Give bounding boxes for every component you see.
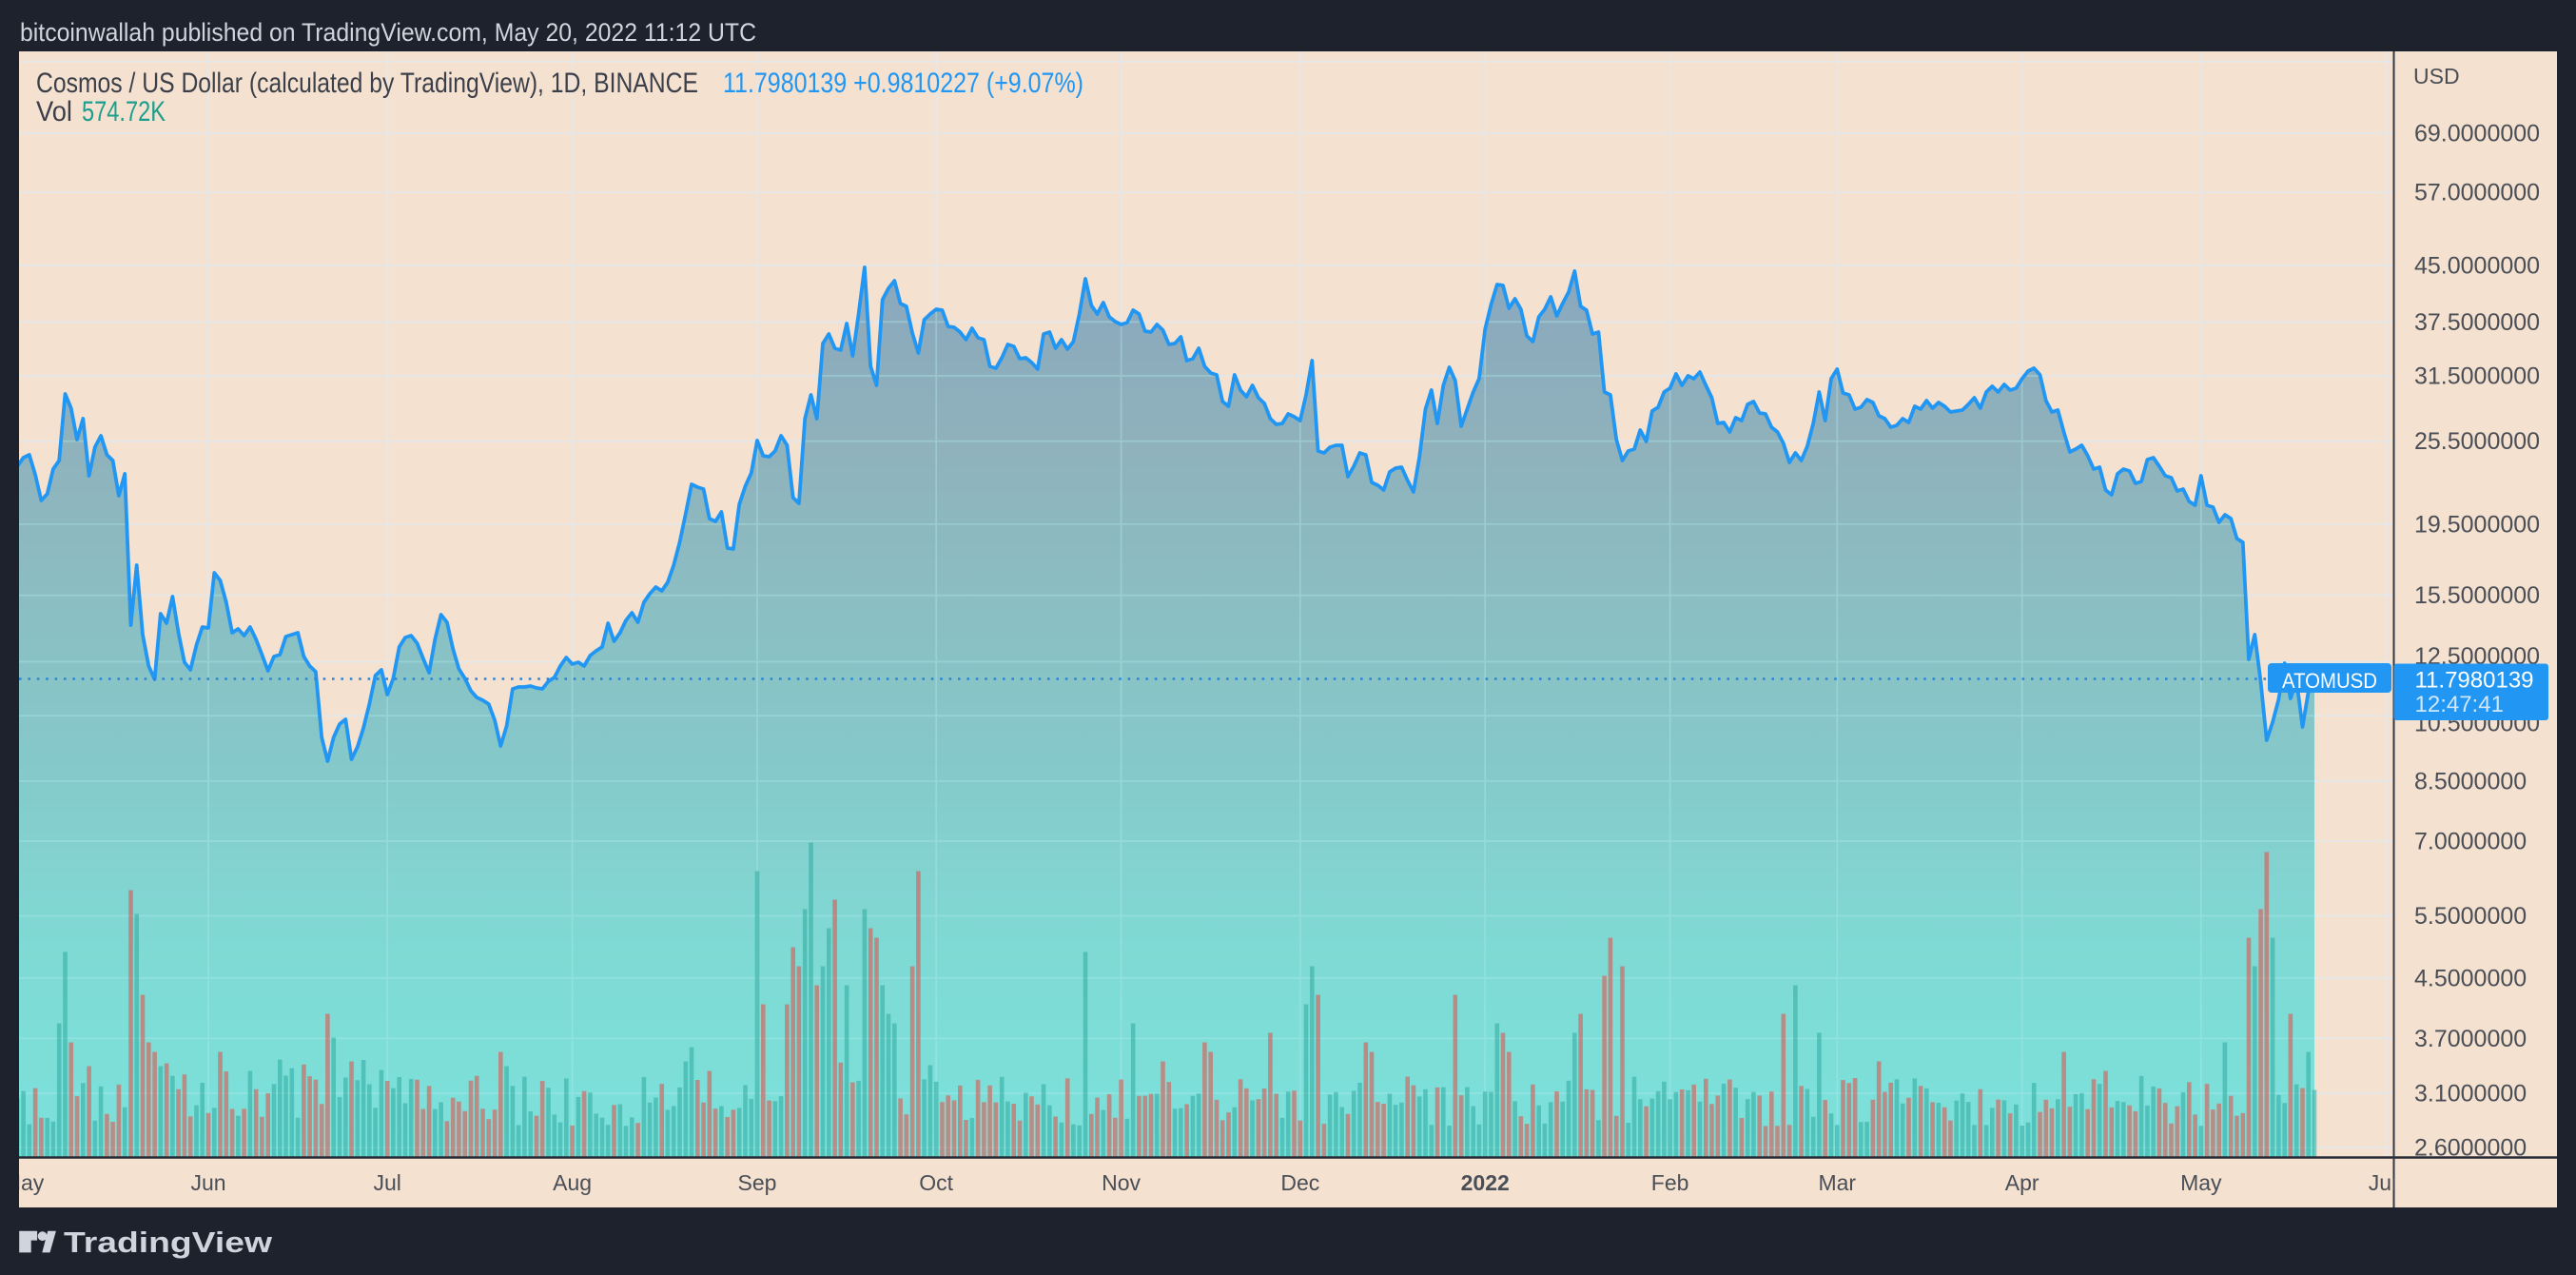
svg-text:USD: USD: [2413, 64, 2460, 88]
svg-text:4.5000000: 4.5000000: [2414, 965, 2527, 991]
svg-text:bitcoinwallah published on Tra: bitcoinwallah published on TradingView.c…: [20, 18, 756, 47]
svg-text:12:47:41: 12:47:41: [2415, 692, 2504, 717]
svg-text:TradingView: TradingView: [64, 1226, 273, 1259]
svg-text:ATOMUSD: ATOMUSD: [2282, 669, 2377, 693]
svg-text:Vol: Vol: [36, 96, 72, 128]
svg-text:Oct: Oct: [919, 1170, 953, 1195]
svg-text:11.7980139 +0.9810227 (+9.07%: 11.7980139 +0.9810227 (+9.07%): [723, 68, 1083, 99]
svg-text:Apr: Apr: [2005, 1170, 2039, 1195]
svg-text:Sep: Sep: [738, 1170, 777, 1195]
svg-text:19.5000000: 19.5000000: [2414, 511, 2540, 538]
svg-text:2.6000000: 2.6000000: [2414, 1135, 2527, 1162]
svg-text:2022: 2022: [1461, 1170, 1510, 1195]
svg-text:Aug: Aug: [553, 1170, 592, 1195]
svg-text:45.0000000: 45.0000000: [2414, 253, 2540, 280]
svg-text:May: May: [2180, 1170, 2222, 1195]
svg-text:57.0000000: 57.0000000: [2414, 180, 2540, 206]
svg-text:3.1000000: 3.1000000: [2414, 1081, 2527, 1108]
svg-text:Cosmos / US Dollar (calculated: Cosmos / US Dollar (calculated by Tradin…: [36, 68, 698, 99]
svg-text:5.5000000: 5.5000000: [2414, 903, 2527, 930]
svg-text:Mar: Mar: [1818, 1170, 1856, 1195]
svg-text:31.5000000: 31.5000000: [2414, 363, 2540, 390]
svg-text:Jul: Jul: [373, 1170, 400, 1195]
svg-text:Dec: Dec: [1280, 1170, 1319, 1195]
svg-text:25.5000000: 25.5000000: [2414, 428, 2540, 455]
svg-text:37.5000000: 37.5000000: [2414, 309, 2540, 336]
svg-text:574.72K: 574.72K: [82, 96, 166, 128]
svg-text:May: May: [3, 1170, 45, 1195]
svg-text:69.0000000: 69.0000000: [2414, 121, 2540, 147]
svg-text:7.0000000: 7.0000000: [2414, 829, 2527, 855]
svg-text:Jun: Jun: [190, 1170, 225, 1195]
svg-text:15.5000000: 15.5000000: [2414, 582, 2540, 609]
svg-text:3.7000000: 3.7000000: [2414, 1026, 2527, 1052]
svg-text:8.5000000: 8.5000000: [2414, 769, 2527, 795]
svg-text:Jun: Jun: [2369, 1170, 2404, 1195]
svg-text:Feb: Feb: [1651, 1170, 1689, 1195]
svg-text:Nov: Nov: [1102, 1170, 1141, 1195]
svg-text:11.7980139: 11.7980139: [2415, 668, 2534, 694]
